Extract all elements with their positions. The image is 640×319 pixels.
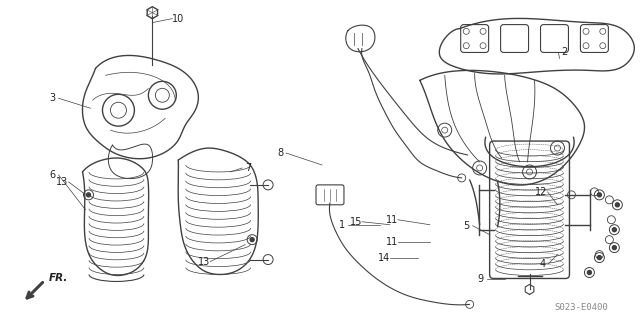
Text: 4: 4 [540, 258, 545, 269]
Circle shape [615, 203, 620, 207]
Text: 5: 5 [463, 221, 470, 231]
Text: 8: 8 [277, 148, 283, 158]
Text: 6: 6 [49, 170, 56, 180]
Circle shape [597, 193, 602, 197]
Text: FR.: FR. [49, 273, 68, 284]
Text: 11: 11 [386, 237, 398, 247]
Circle shape [588, 271, 591, 274]
Text: 13: 13 [56, 177, 68, 187]
Text: 11: 11 [386, 215, 398, 225]
Text: S023-E0400: S023-E0400 [554, 303, 608, 312]
Text: 1: 1 [339, 220, 345, 230]
Text: 10: 10 [172, 14, 184, 24]
Circle shape [612, 246, 616, 249]
Text: 3: 3 [49, 93, 56, 103]
Text: 12: 12 [535, 187, 548, 197]
Text: 13: 13 [198, 256, 211, 267]
Text: 7: 7 [245, 163, 252, 173]
Circle shape [250, 238, 254, 241]
Text: 9: 9 [477, 274, 484, 285]
Text: 2: 2 [561, 48, 568, 57]
Text: 15: 15 [349, 217, 362, 227]
Circle shape [597, 256, 602, 260]
Circle shape [86, 193, 90, 197]
Text: 14: 14 [378, 253, 390, 263]
Circle shape [612, 228, 616, 232]
